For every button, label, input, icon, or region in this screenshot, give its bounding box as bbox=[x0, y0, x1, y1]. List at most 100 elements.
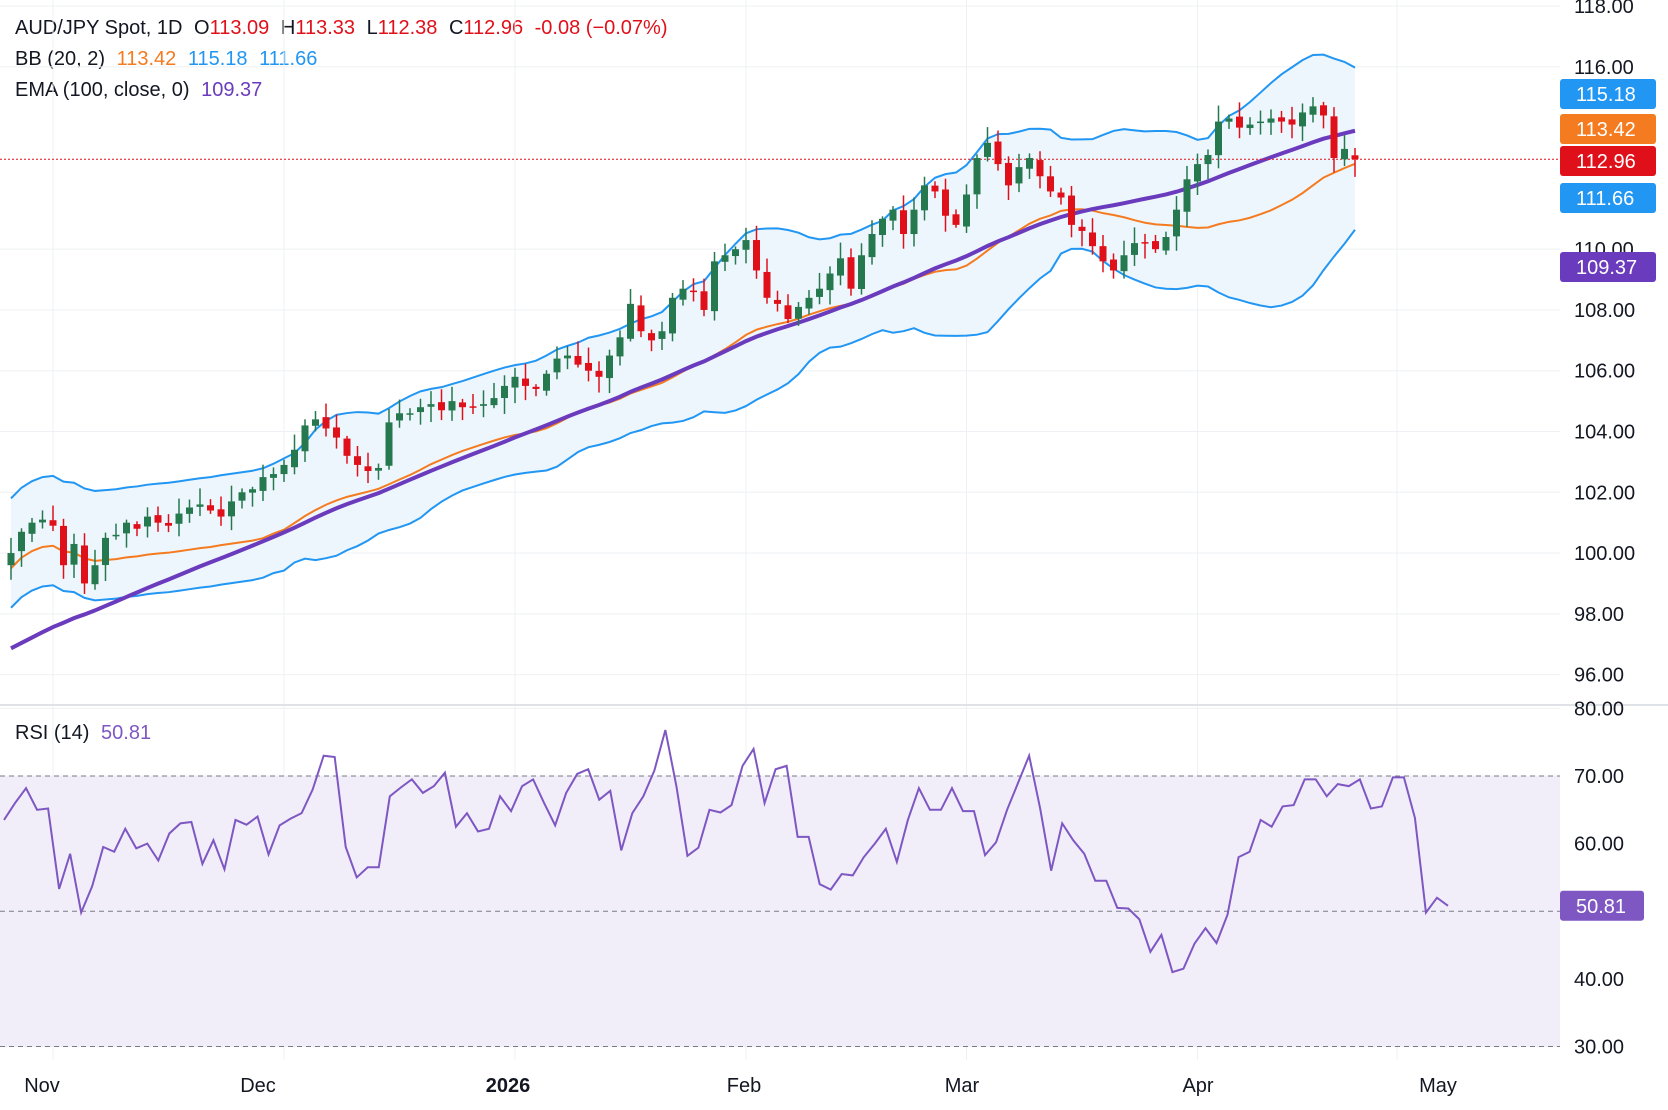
candle-body bbox=[1309, 106, 1317, 115]
candle-body bbox=[1236, 116, 1243, 128]
candle-body bbox=[102, 537, 109, 566]
candle-body bbox=[900, 210, 907, 234]
candle-body bbox=[952, 214, 960, 225]
rsi-axis-label: 80.00 bbox=[1574, 698, 1624, 720]
candle-body bbox=[123, 522, 130, 534]
price-legend: AUD/JPY Spot, 1D O113.09 H113.33 L112.38… bbox=[15, 16, 674, 40]
candle-body bbox=[921, 185, 928, 211]
rsi-line bbox=[3, 729, 1449, 974]
candle-body bbox=[658, 331, 666, 339]
price-axis-label: 106.00 bbox=[1574, 361, 1635, 383]
candle-body bbox=[133, 524, 141, 529]
date-axis-label: Feb bbox=[727, 1075, 761, 1097]
candle-body bbox=[333, 427, 340, 438]
ema-line bbox=[10, 128, 1356, 651]
candle-body bbox=[1131, 243, 1138, 255]
candle-body bbox=[490, 398, 498, 406]
candle-body bbox=[39, 519, 46, 523]
bb-lower-value: 111.66 bbox=[259, 48, 318, 70]
symbol-title: AUD/JPY Spot, 1D bbox=[15, 17, 183, 39]
candle-body bbox=[858, 255, 865, 289]
low-label: L bbox=[366, 17, 378, 39]
candle-body bbox=[868, 233, 876, 258]
candle-body bbox=[249, 489, 256, 493]
candle-body bbox=[322, 417, 330, 429]
price-axis-label: 102.00 bbox=[1574, 482, 1635, 504]
candle-body bbox=[70, 543, 78, 565]
candle-body bbox=[511, 376, 519, 388]
price-badge-label: 115.18 bbox=[1576, 84, 1636, 106]
candle-body bbox=[1005, 162, 1012, 186]
candle-body bbox=[7, 553, 15, 566]
high-value: 113.33 bbox=[295, 17, 355, 39]
ema-label: EMA (100, close, 0) bbox=[15, 79, 190, 101]
candle-body bbox=[711, 261, 718, 312]
candle-body bbox=[700, 291, 708, 310]
candle-body bbox=[1110, 259, 1117, 271]
candle-body bbox=[627, 303, 634, 339]
candle-body bbox=[564, 355, 571, 359]
candle-body bbox=[1173, 209, 1180, 237]
candle-body bbox=[522, 378, 529, 386]
candle-body bbox=[343, 438, 351, 456]
price-badge bbox=[1560, 252, 1656, 282]
candle-body bbox=[690, 290, 697, 293]
candle-body bbox=[795, 306, 802, 319]
open-value: 113.09 bbox=[209, 17, 270, 39]
candle-body bbox=[91, 565, 99, 585]
price-badge bbox=[1560, 146, 1656, 176]
candle-body bbox=[574, 355, 582, 365]
date-axis-label: Nov bbox=[24, 1075, 60, 1097]
date-axis-label: Mar bbox=[945, 1075, 980, 1097]
rsi-axis-label: 60.00 bbox=[1574, 834, 1624, 856]
candle-body bbox=[427, 404, 435, 407]
candle-body bbox=[1047, 176, 1054, 192]
price-badge bbox=[1560, 79, 1656, 109]
price-axis-label: 108.00 bbox=[1574, 300, 1635, 322]
candle-body bbox=[49, 520, 57, 526]
candle-body bbox=[60, 525, 67, 566]
candle-body bbox=[459, 402, 466, 408]
bb-upper-value: 115.18 bbox=[187, 48, 248, 70]
candle-body bbox=[1162, 237, 1170, 251]
candle-body bbox=[669, 297, 676, 334]
candle-body bbox=[1341, 148, 1348, 160]
candle-body bbox=[637, 305, 645, 332]
candle-body bbox=[385, 422, 393, 466]
candle-body bbox=[732, 249, 739, 257]
rsi-axis-label: 30.00 bbox=[1574, 1036, 1624, 1058]
candle-body bbox=[301, 425, 309, 452]
candle-body bbox=[826, 273, 834, 291]
candle-body bbox=[1257, 121, 1264, 124]
date-axis-label: Dec bbox=[240, 1075, 276, 1097]
candle-body bbox=[931, 185, 939, 192]
candle-body bbox=[910, 209, 918, 235]
candle-body bbox=[207, 505, 214, 511]
price-badge-label: 111.66 bbox=[1576, 188, 1634, 210]
candle-body bbox=[1068, 195, 1075, 225]
candle-body bbox=[1078, 226, 1086, 231]
date-axis-label: 2026 bbox=[486, 1075, 531, 1097]
candle-body bbox=[847, 257, 855, 289]
candle-body bbox=[1057, 192, 1065, 198]
candle-body bbox=[1036, 160, 1044, 177]
candle-body bbox=[259, 477, 267, 491]
candle-body bbox=[1320, 105, 1327, 116]
candle-body bbox=[364, 466, 372, 472]
candle-body bbox=[648, 333, 655, 341]
candle-body bbox=[28, 522, 36, 534]
bb-label: BB (20, 2) bbox=[15, 48, 106, 70]
candle-body bbox=[1246, 124, 1254, 129]
candle-body bbox=[742, 240, 750, 250]
candle-body bbox=[501, 385, 508, 399]
candle-body bbox=[879, 218, 886, 236]
candle-body bbox=[1152, 241, 1159, 250]
candle-body bbox=[217, 509, 225, 517]
candle-body bbox=[963, 194, 970, 227]
candle-body bbox=[312, 419, 319, 426]
candle-body bbox=[81, 545, 88, 584]
price-badge bbox=[1560, 114, 1656, 144]
candle-body bbox=[112, 534, 120, 537]
candle-body bbox=[585, 362, 592, 371]
